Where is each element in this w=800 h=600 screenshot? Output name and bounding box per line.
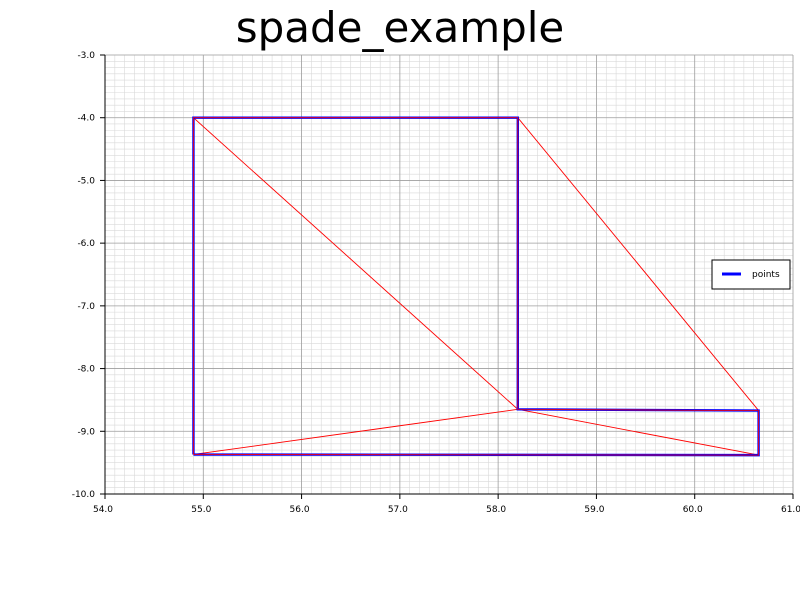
- axes: [104, 55, 793, 495]
- x-tick-label: 58.0: [486, 505, 506, 515]
- minor-grid: [104, 54, 794, 495]
- y-axis-ticks: -3.0 -4.0 -5.0 -6.0 -7.0 -8.0 -9.0 -10.0: [72, 51, 105, 500]
- x-tick-label: 60.0: [683, 505, 703, 515]
- triangulation-edge: [517, 117, 759, 411]
- x-tick-label: 54.0: [93, 505, 113, 515]
- x-tick-label: 57.0: [388, 505, 408, 515]
- legend-label: points: [752, 270, 780, 280]
- x-tick-label: 59.0: [584, 505, 604, 515]
- y-tick-label: -4.0: [77, 114, 95, 124]
- x-tick-label: 61.0: [781, 505, 800, 515]
- triangulation-edge: [193, 117, 519, 410]
- y-tick-label: -8.0: [77, 365, 95, 375]
- triangulation-edges: [193, 117, 760, 456]
- y-tick-label: -3.0: [77, 51, 95, 61]
- series-line-overlay: [193, 117, 759, 456]
- triangulation-edge: [193, 408, 518, 455]
- x-tick-label: 56.0: [290, 505, 310, 515]
- y-tick-label: -5.0: [77, 176, 95, 186]
- legend: points: [711, 259, 791, 290]
- series-line-points: [192, 116, 760, 457]
- y-tick-label: -10.0: [72, 490, 96, 500]
- y-tick-label: -7.0: [77, 302, 95, 312]
- triangulation-edge: [517, 408, 759, 456]
- y-tick-label: -9.0: [77, 427, 95, 437]
- chart-title: spade_example: [235, 3, 565, 52]
- series-lines: [192, 116, 760, 457]
- x-axis-ticks: 54.0 55.0 56.0 57.0 58.0 59.0 60.0 61.0: [93, 494, 800, 515]
- y-tick-label: -6.0: [77, 239, 95, 249]
- x-tick-label: 55.0: [191, 505, 211, 515]
